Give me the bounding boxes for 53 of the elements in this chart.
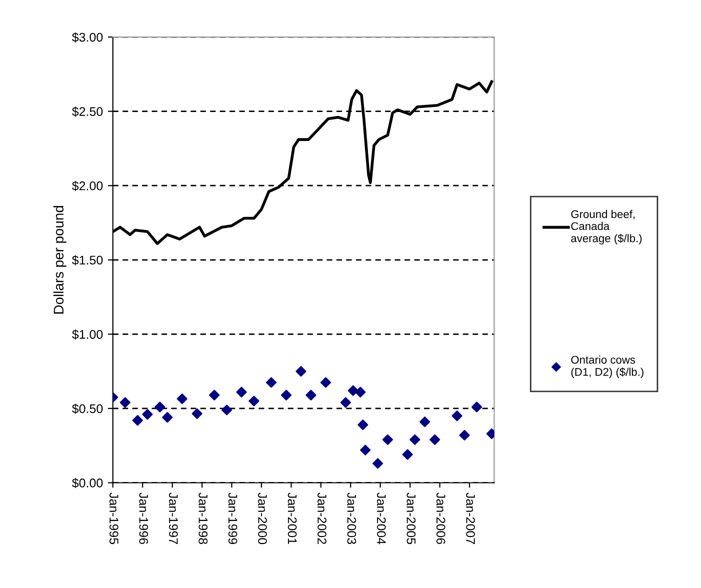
point — [320, 377, 332, 388]
point — [355, 386, 366, 398]
point — [340, 397, 351, 408]
point — [142, 409, 153, 420]
y-tick-label: $2.00 — [72, 180, 103, 192]
point — [358, 420, 368, 430]
x-tick-label: Jan-2004 — [376, 492, 386, 544]
point — [192, 408, 202, 419]
y-tick-label: $3.00 — [72, 32, 103, 42]
legend-label: Ontario cows (D1, D2) ($/lb.) — [571, 356, 644, 378]
y-axis-title: Dollars per pound — [53, 206, 66, 314]
x-tick-label: Jan-1997 — [168, 492, 178, 544]
point — [236, 386, 247, 398]
point — [410, 434, 420, 445]
point — [430, 434, 440, 445]
y-tick-label: $2.50 — [72, 106, 103, 117]
point — [372, 458, 384, 469]
point — [459, 430, 470, 441]
x-tick-label: Jan-2000 — [258, 492, 267, 544]
point — [266, 377, 277, 388]
point — [132, 415, 143, 426]
x-tick-label: Jan-2003 — [347, 492, 356, 544]
point — [209, 390, 220, 400]
point — [162, 412, 173, 423]
point — [420, 416, 430, 428]
x-tick-label: Jan-2007 — [466, 492, 475, 544]
point — [471, 402, 482, 412]
x-tick-label: Jan-1995 — [110, 492, 118, 544]
y-tick-label: $0.50 — [72, 404, 103, 414]
y-tick-label: $1.00 — [72, 329, 103, 340]
x-tick-label: Jan-1998 — [198, 492, 208, 544]
point — [248, 396, 260, 406]
point — [176, 394, 188, 404]
point — [402, 449, 413, 460]
x-tick-label: Jan-1999 — [228, 492, 238, 544]
y-tick-label: $1.50 — [72, 255, 103, 266]
point — [348, 385, 358, 396]
point — [221, 404, 232, 416]
x-tick-label: Jan-2002 — [318, 492, 326, 544]
y-tick-label: $0.00 — [72, 478, 103, 488]
x-tick-label: Jan-2006 — [436, 492, 446, 544]
point — [360, 444, 371, 456]
point — [382, 434, 394, 445]
x-tick-label: Jan-2005 — [406, 492, 416, 544]
x-tick-label: Jan-2001 — [288, 492, 297, 544]
x-tick-label: Jan-1996 — [139, 492, 148, 544]
point — [120, 397, 130, 408]
point — [154, 402, 166, 412]
legend-label: Ground beef, Canada average ($/lb.) — [571, 210, 642, 244]
point — [280, 390, 292, 400]
point — [296, 366, 306, 377]
point — [452, 410, 462, 422]
point — [306, 390, 316, 400]
